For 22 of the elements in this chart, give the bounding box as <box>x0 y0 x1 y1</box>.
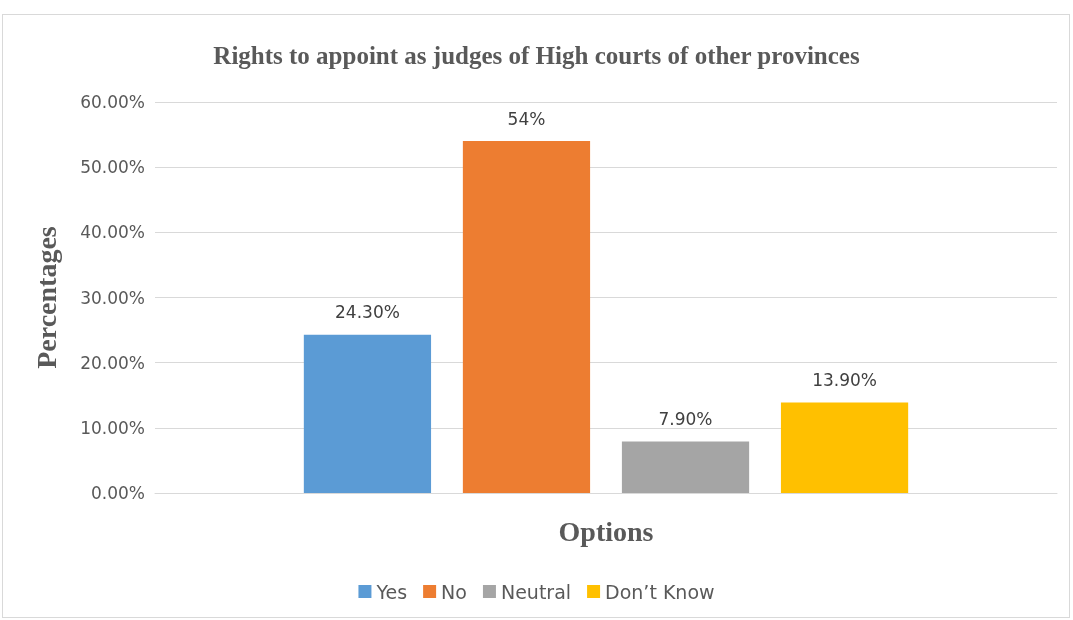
bar <box>303 334 432 493</box>
x-axis-title: Options <box>558 515 654 547</box>
y-tick-label: 60.00% <box>80 92 145 112</box>
bar <box>780 402 909 493</box>
legend-label: Yes <box>375 580 408 603</box>
y-tick-label: 30.00% <box>80 287 145 308</box>
legend-label: Neutral <box>500 580 572 603</box>
y-tick-label: 50.00% <box>80 157 145 178</box>
data-label: 7.90% <box>658 409 713 430</box>
bar <box>462 141 591 493</box>
bar <box>621 441 750 493</box>
chart-title: Rights to appoint as judges of High courts of other provinces <box>213 42 860 69</box>
data-label: 13.90% <box>812 369 877 390</box>
y-tick-label: 20.00% <box>80 352 145 373</box>
legend-label: Don’t Know <box>605 580 715 603</box>
y-axis-title: Percentages <box>30 226 62 369</box>
y-tick-label: 0.00% <box>90 483 145 503</box>
data-label: 54% <box>507 108 546 129</box>
y-tick-label: 10.00% <box>80 417 145 438</box>
y-tick-label: 40.00% <box>80 222 145 243</box>
data-label: 24.30% <box>335 302 400 323</box>
legend-label: No <box>441 580 467 603</box>
